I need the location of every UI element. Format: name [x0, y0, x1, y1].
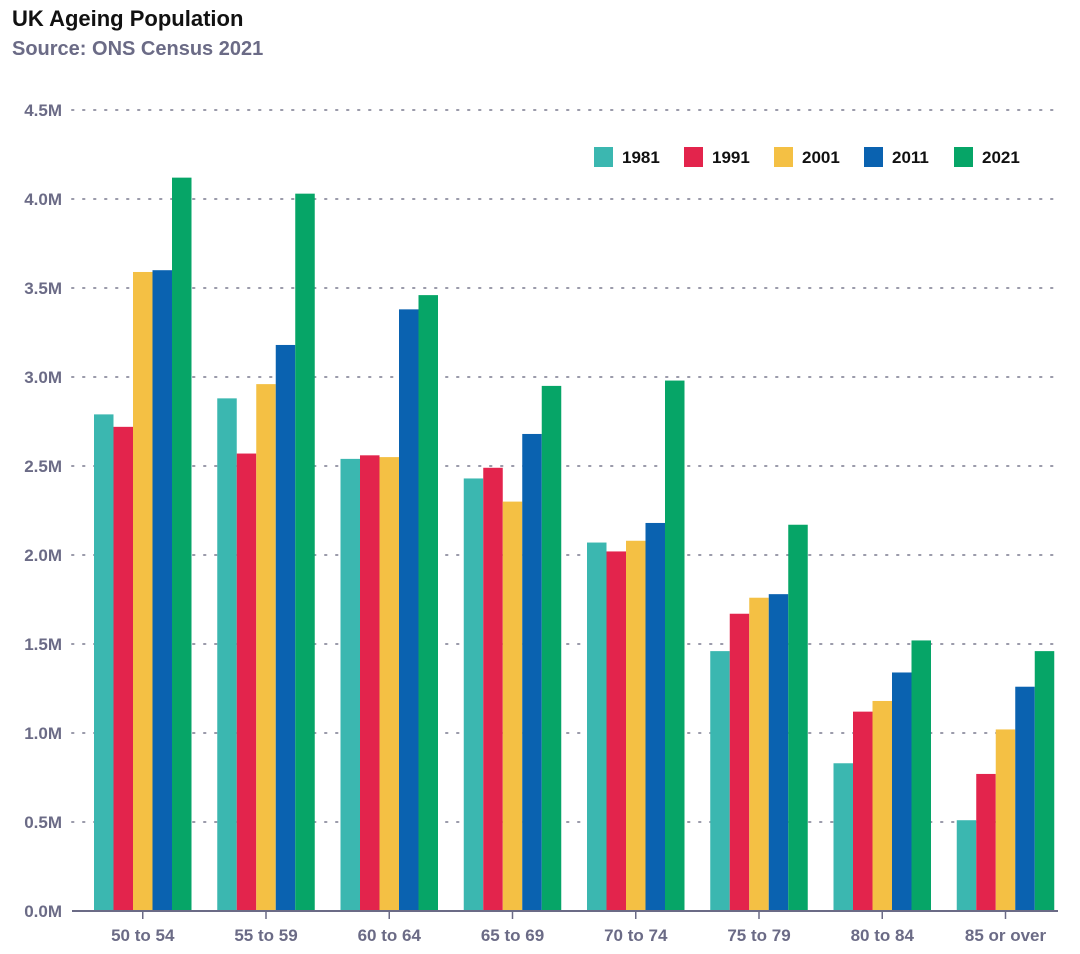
- bar-1991: [853, 711, 873, 911]
- bar-1991: [729, 613, 750, 911]
- legend-swatch-2021: [954, 147, 973, 167]
- bar-1991: [483, 467, 503, 911]
- bar-2021: [665, 380, 685, 911]
- bar-1991: [976, 773, 996, 911]
- bar-2011: [522, 433, 542, 911]
- y-tick-label: 2.5M: [24, 457, 62, 476]
- bar-2001: [256, 384, 276, 911]
- y-tick-label: 4.5M: [24, 101, 62, 120]
- bar-1991: [113, 426, 133, 911]
- bar-2021: [418, 295, 438, 911]
- x-tick-label: 55 to 59: [234, 926, 297, 945]
- bar-2021: [172, 177, 192, 911]
- x-tick-label: 60 to 64: [358, 926, 422, 945]
- chart-title: UK Ageing Population: [12, 6, 244, 31]
- bar-1981: [710, 651, 730, 911]
- y-tick-label: 1.0M: [24, 724, 62, 743]
- bar-2011: [768, 594, 789, 911]
- x-tick-label: 50 to 54: [111, 926, 175, 945]
- x-tick-label: 75 to 79: [727, 926, 790, 945]
- bar-2011: [152, 270, 172, 911]
- bar-2021: [788, 524, 808, 911]
- legend: 1981 1991 2001 2011 2021: [594, 147, 1020, 167]
- legend-swatch-1981: [594, 147, 613, 167]
- x-tick-label: 80 to 84: [851, 926, 915, 945]
- legend-swatch-1991: [684, 147, 703, 167]
- bar-2011: [399, 309, 419, 911]
- y-tick-label: 3.0M: [24, 368, 62, 387]
- legend-swatch-2011: [864, 147, 883, 167]
- x-tick-label: 65 to 69: [481, 926, 544, 945]
- bar-2001: [995, 729, 1016, 911]
- bar-1991: [236, 453, 257, 911]
- bar-2021: [911, 640, 931, 911]
- legend-swatch-2001: [774, 147, 793, 167]
- x-tick-label: 70 to 74: [604, 926, 668, 945]
- y-tick-label: 3.5M: [24, 279, 62, 298]
- y-tick-label: 4.0M: [24, 190, 62, 209]
- bar-2011: [645, 522, 665, 911]
- bar-1981: [340, 458, 360, 911]
- bar-2001: [626, 540, 646, 911]
- y-tick-label: 0.0M: [24, 902, 62, 921]
- bar-2001: [749, 597, 769, 911]
- legend-label-2001: 2001: [802, 148, 840, 167]
- bar-2021: [295, 193, 315, 911]
- bar-2011: [1015, 686, 1035, 911]
- y-tick-label: 0.5M: [24, 813, 62, 832]
- bar-2021: [541, 385, 562, 911]
- bar-2011: [275, 344, 296, 912]
- bar-1991: [360, 455, 380, 911]
- bars: [94, 177, 1055, 912]
- bar-2001: [379, 457, 399, 911]
- legend-label-1991: 1991: [712, 148, 750, 167]
- legend-label-2021: 2021: [982, 148, 1020, 167]
- bar-1991: [606, 551, 626, 911]
- legend-label-2011: 2011: [892, 148, 929, 167]
- legend-label-1981: 1981: [622, 148, 660, 167]
- y-tick-label: 1.5M: [24, 635, 62, 654]
- bar-2001: [133, 271, 153, 912]
- bar-2001: [502, 501, 523, 911]
- bar-2001: [872, 700, 892, 911]
- bar-1981: [587, 542, 607, 911]
- bar-1981: [217, 398, 237, 911]
- bar-2011: [892, 672, 912, 911]
- bar-2021: [1034, 651, 1055, 911]
- y-axis: 0.0M 0.5M 1.0M 1.5M 2.0M 2.5M 3.0M 3.5M 4.0M 4.5M: [24, 101, 62, 921]
- bar-1981: [956, 820, 977, 911]
- bar-1981: [94, 414, 114, 911]
- chart-subtitle: Source: ONS Census 2021: [12, 38, 264, 60]
- x-axis: 50 to 54 55 to 59 60 to 64 65 to 69 70 to 74…: [72, 910, 1058, 945]
- y-tick-label: 2.0M: [24, 546, 62, 565]
- bar-1981: [833, 763, 853, 911]
- bar-1981: [463, 478, 484, 911]
- x-tick-label: 85 or over: [965, 926, 1047, 945]
